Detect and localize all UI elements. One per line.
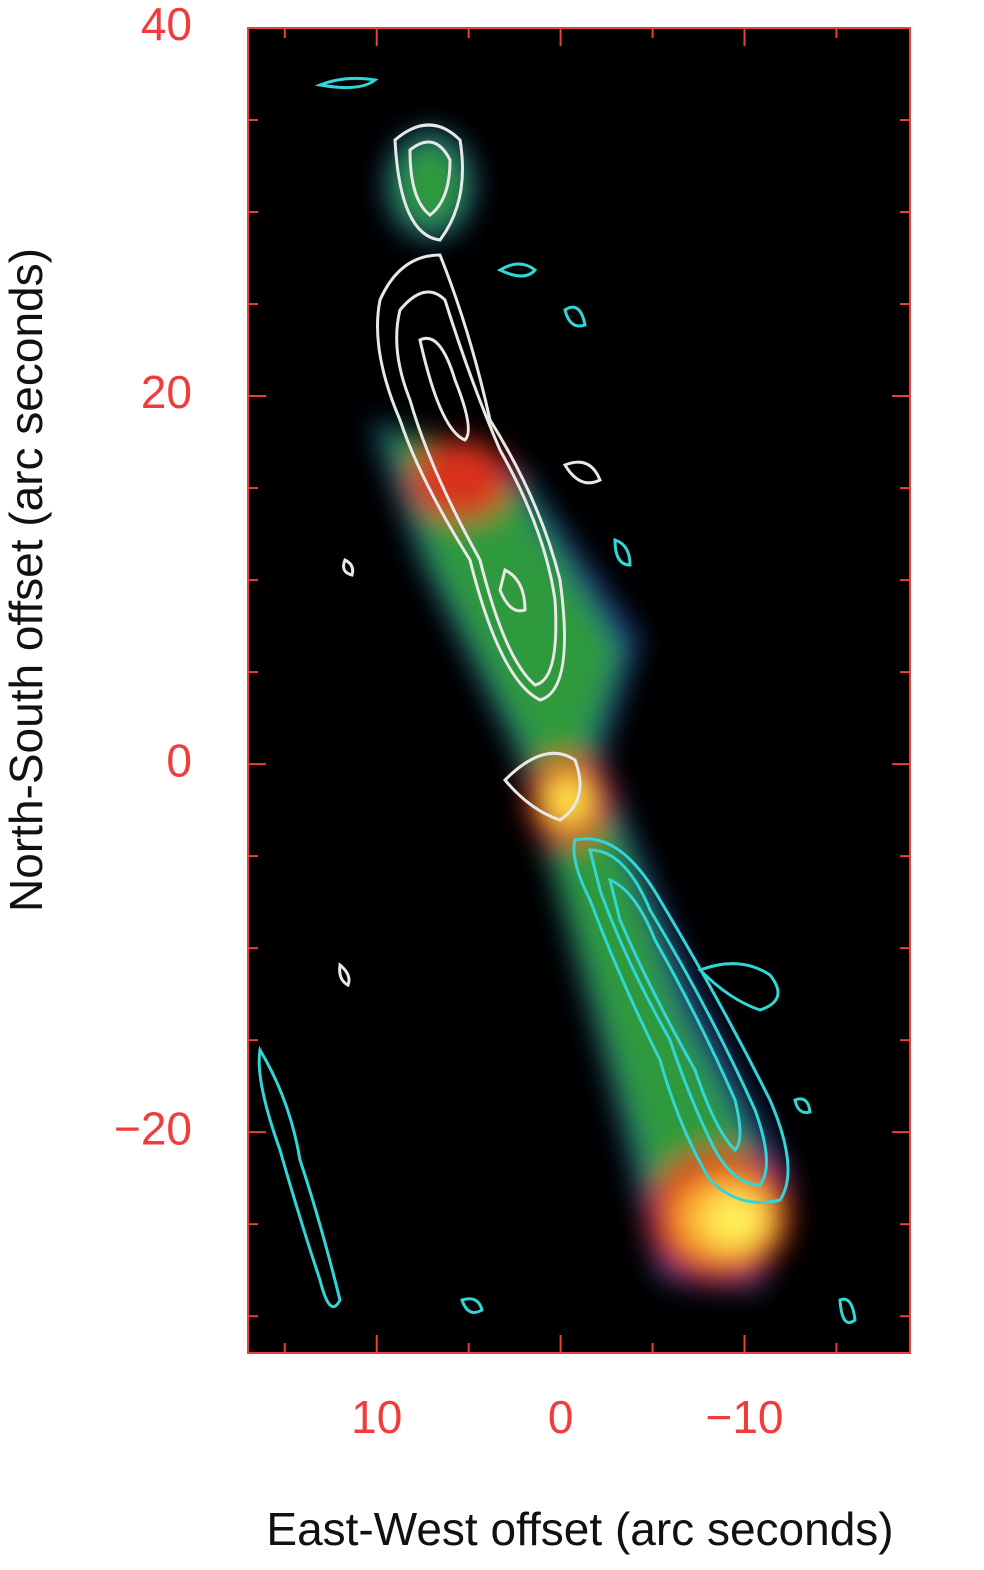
page: {"chart_data": {"type": "image", "xlabel…: [0, 0, 984, 1570]
sky-image: [248, 28, 910, 1353]
y-axis-title: North-South offset (arc seconds): [0, 248, 52, 912]
x-tick-label: 0: [548, 1391, 574, 1443]
y-tick-label: 20: [141, 366, 192, 418]
y-tick-label: 0: [166, 734, 192, 786]
chart: East-West offset (arc seconds) North-Sou…: [0, 0, 984, 1570]
x-tick-label: −10: [705, 1391, 783, 1443]
y-tick-label: −20: [114, 1102, 192, 1154]
y-tick-label: 40: [141, 0, 192, 50]
x-tick-label: 10: [351, 1391, 402, 1443]
x-axis-title: East-West offset (arc seconds): [266, 1503, 893, 1555]
